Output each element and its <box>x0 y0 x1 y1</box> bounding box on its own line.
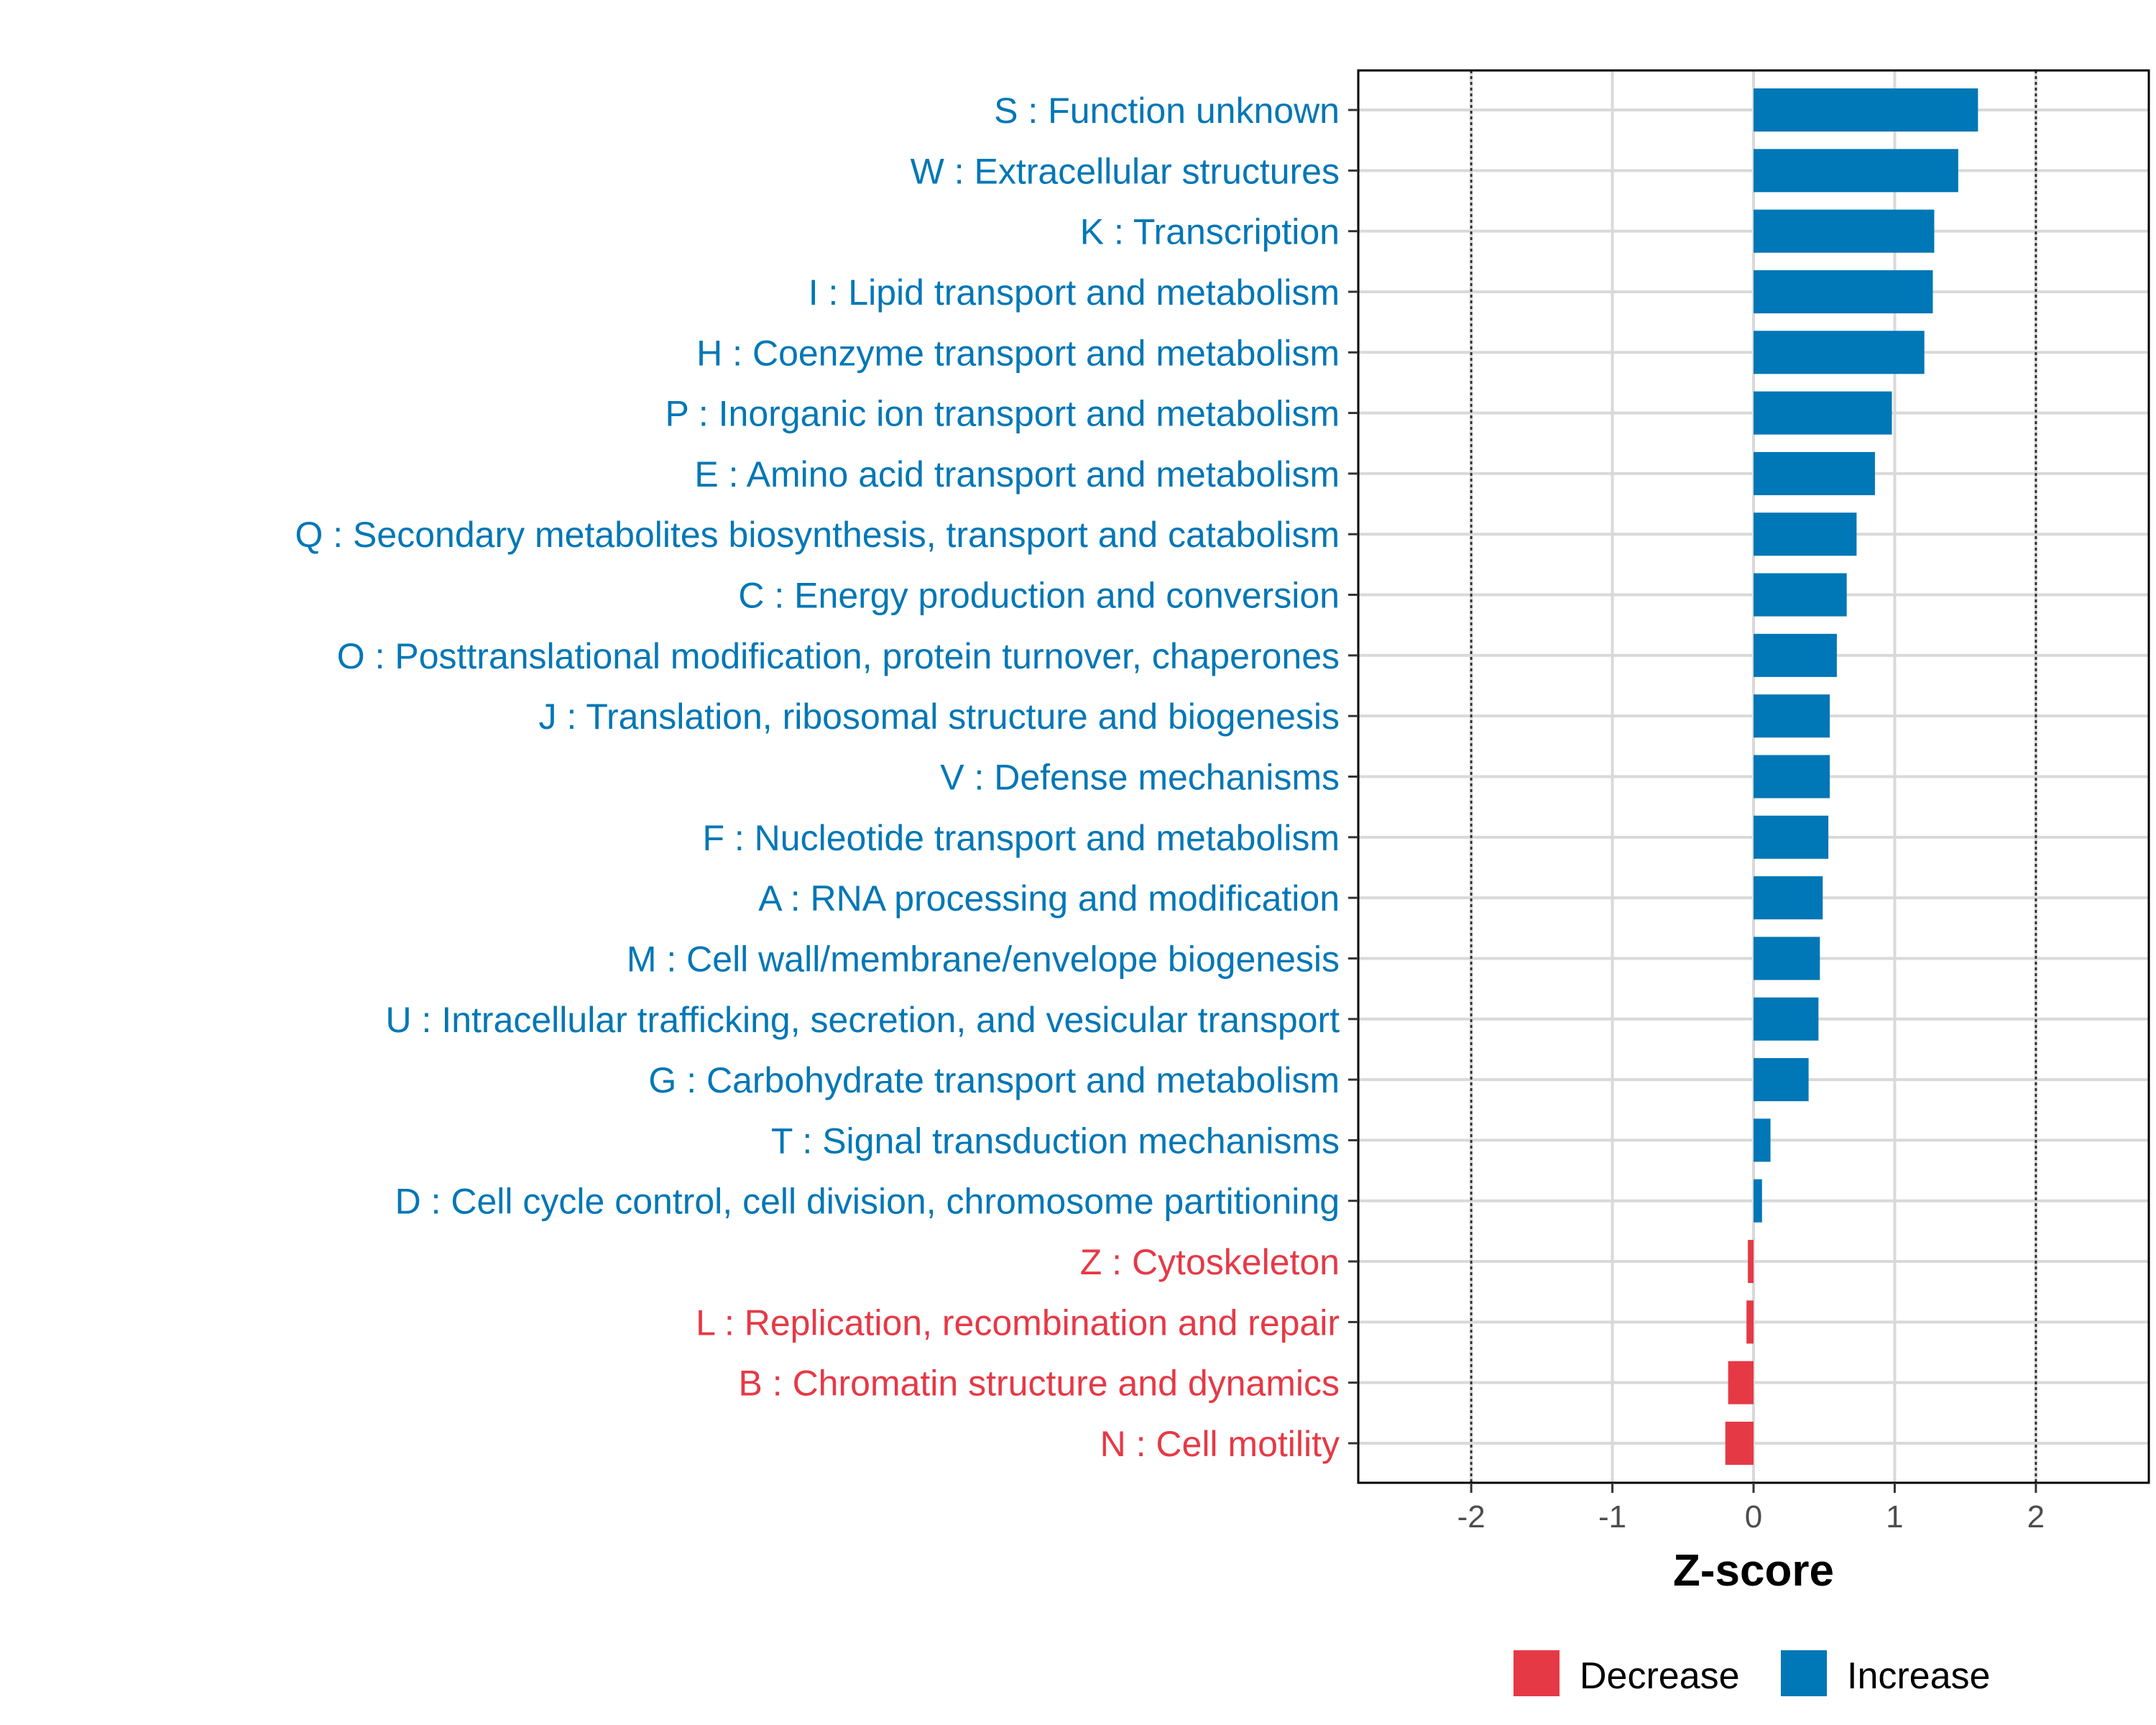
category-label: G : Carbohydrate transport and metabolis… <box>648 1060 1340 1100</box>
bar <box>1754 937 1820 980</box>
bar <box>1754 573 1847 617</box>
legend-swatch-increase <box>1781 1650 1827 1696</box>
category-label: F : Nucleotide transport and metabolism <box>702 818 1340 858</box>
x-tick-label: 1 <box>1886 1499 1903 1535</box>
bar-layer <box>1725 88 1978 1465</box>
category-label: U : Intracellular trafficking, secretion… <box>386 1000 1340 1040</box>
category-label: W : Extracellular structures <box>911 151 1340 191</box>
category-labels: S : Function unknown W : Extracellular st… <box>295 91 1340 1464</box>
bar <box>1754 755 1830 799</box>
bar <box>1746 1300 1754 1344</box>
y-axis-ticks <box>1348 109 1358 1445</box>
bar <box>1754 149 1958 193</box>
bar <box>1728 1361 1754 1404</box>
bar <box>1754 209 1935 253</box>
category-label: B : Chromatin structure and dynamics <box>739 1363 1340 1404</box>
category-label: M : Cell wall/membrane/envelope biogenes… <box>627 939 1340 979</box>
category-label: P : Inorganic ion transport and metaboli… <box>665 394 1340 434</box>
legend-swatch-decrease <box>1514 1650 1560 1696</box>
x-axis-ticks: -2 -1 0 1 2 <box>1457 1483 2045 1535</box>
category-label: V : Defense mechanisms <box>940 758 1340 798</box>
category-label: D : Cell cycle control, cell division, c… <box>395 1182 1340 1222</box>
category-label: Q : Secondary metabolites biosynthesis, … <box>295 515 1340 555</box>
bar <box>1725 1422 1754 1465</box>
bar <box>1754 88 1978 132</box>
category-label: S : Function unknown <box>994 91 1340 131</box>
bar <box>1754 270 1933 313</box>
bar <box>1754 391 1892 435</box>
category-label: T : Signal transduction mechanisms <box>771 1121 1340 1161</box>
x-axis-title: Z-score <box>1673 1546 1834 1596</box>
bar <box>1754 694 1830 738</box>
bar <box>1754 997 1819 1041</box>
bar <box>1754 451 1875 495</box>
category-label: I : Lipid transport and metabolism <box>808 272 1340 313</box>
category-label: H : Coenzyme transport and metabolism <box>696 333 1340 373</box>
category-label: A : RNA processing and modification <box>758 878 1340 919</box>
legend-label-increase: Increase <box>1847 1655 1990 1697</box>
bar <box>1754 1118 1771 1162</box>
x-tick-label: 0 <box>1745 1499 1762 1535</box>
bar <box>1754 1058 1809 1102</box>
category-label: J : Translation, ribosomal structure and… <box>539 696 1340 737</box>
bar <box>1754 815 1829 859</box>
legend-label-decrease: Decrease <box>1580 1655 1740 1697</box>
bar <box>1748 1240 1754 1284</box>
x-tick-label: 2 <box>2027 1499 2045 1535</box>
category-label: K : Transcription <box>1080 212 1340 252</box>
bar <box>1754 331 1925 374</box>
category-label: N : Cell motility <box>1100 1424 1340 1464</box>
bar <box>1754 633 1837 677</box>
bar <box>1754 876 1823 920</box>
category-label: O : Posttranslational modification, prot… <box>337 636 1340 676</box>
bar <box>1754 512 1857 556</box>
category-label: Z : Cytoskeleton <box>1080 1242 1340 1282</box>
legend: Decrease Increase <box>1514 1650 1990 1697</box>
bar <box>1754 1179 1762 1223</box>
category-label: C : Energy production and conversion <box>738 576 1340 616</box>
category-label: L : Replication, recombination and repai… <box>696 1302 1340 1343</box>
x-tick-label: -1 <box>1598 1499 1626 1535</box>
category-label: E : Amino acid transport and metabolism <box>694 454 1340 494</box>
x-tick-label: -2 <box>1457 1499 1485 1535</box>
